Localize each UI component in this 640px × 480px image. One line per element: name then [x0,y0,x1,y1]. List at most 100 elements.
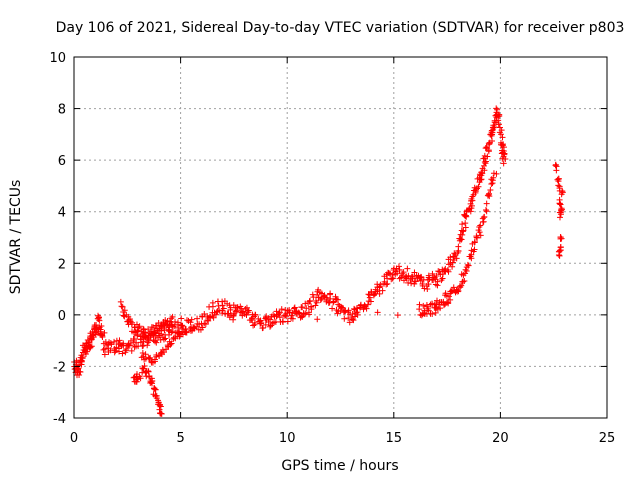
data-point [557,201,564,208]
data-point [220,305,227,312]
data-point [117,298,124,305]
data-point [234,304,241,311]
data-point [377,281,384,288]
data-point [448,288,455,295]
data-point [288,312,295,319]
data-point [556,183,563,190]
data-point [145,326,152,333]
data-point [557,211,564,218]
data-point [338,304,345,311]
data-point [557,243,564,250]
data-point [199,324,206,331]
data-point [376,290,383,297]
data-point [284,318,291,325]
data-point [555,182,562,189]
data-point [462,220,469,227]
data-point [134,375,141,382]
data-point [283,313,290,320]
data-point [101,351,108,358]
data-point [210,314,217,321]
data-point [278,306,285,313]
data-point [219,302,226,309]
data-point [353,309,360,316]
data-point [350,317,357,324]
data-point [463,213,470,220]
data-point [394,270,401,277]
data-point [553,163,560,170]
data-point [555,248,562,255]
data-point [472,188,479,195]
data-point [289,315,296,322]
data-point [460,227,467,234]
data-point [408,280,415,287]
data-point [458,282,465,289]
data-point [152,338,159,345]
data-point [383,281,390,288]
data-point [147,333,154,340]
data-point [96,317,103,324]
data-point [429,270,436,277]
data-point [481,213,488,220]
data-point [157,403,164,410]
data-point [126,342,133,349]
data-point [433,272,440,279]
data-point [395,263,402,270]
data-point [179,331,186,338]
y-tick-label: 0 [58,309,66,324]
y-tick-label: -4 [53,412,66,427]
data-point [482,160,489,167]
data-point [396,266,403,273]
data-point [440,302,447,309]
data-point [489,129,496,136]
data-point [302,310,309,317]
data-point [165,324,172,331]
x-tick-label: 25 [599,431,616,446]
data-point [468,202,475,209]
data-point [459,231,466,238]
data-point [487,186,494,193]
data-point [139,349,146,356]
data-point [250,313,257,320]
data-point [490,174,497,181]
data-point [459,221,466,228]
data-point [462,266,469,273]
data-point [500,153,507,160]
y-tick-label: -2 [53,360,66,375]
data-point [493,170,500,177]
data-point [232,308,239,315]
data-point [136,323,143,330]
data-point [305,309,312,316]
data-point [489,180,496,187]
data-point [184,317,191,324]
data-point [279,318,286,325]
data-point [489,138,496,145]
data-point [455,287,462,294]
data-point [140,326,147,333]
chart-title: Day 106 of 2021, Sidereal Day-to-day VTE… [56,20,625,36]
data-point [483,200,490,207]
data-point [420,302,427,309]
data-point [122,349,129,356]
data-point [175,321,182,328]
data-point [327,295,334,302]
data-point [484,153,491,160]
data-point [76,371,83,378]
data-point [119,303,126,310]
data-point [353,305,360,312]
data-point [477,232,484,239]
data-point [453,255,460,262]
data-point [556,200,563,207]
data-point [329,305,336,312]
data-point [245,307,252,314]
data-point [482,207,489,214]
data-point [151,385,158,392]
data-point [313,299,320,306]
data-point [101,329,108,336]
data-point [249,316,256,323]
data-point [485,147,492,154]
data-point [299,304,306,311]
data-point [143,368,150,375]
y-axis-label: SDTVAR / TECUs [8,180,24,295]
x-tick-labels: 0 5 10 15 20 25 [70,431,615,446]
data-point [474,234,481,241]
